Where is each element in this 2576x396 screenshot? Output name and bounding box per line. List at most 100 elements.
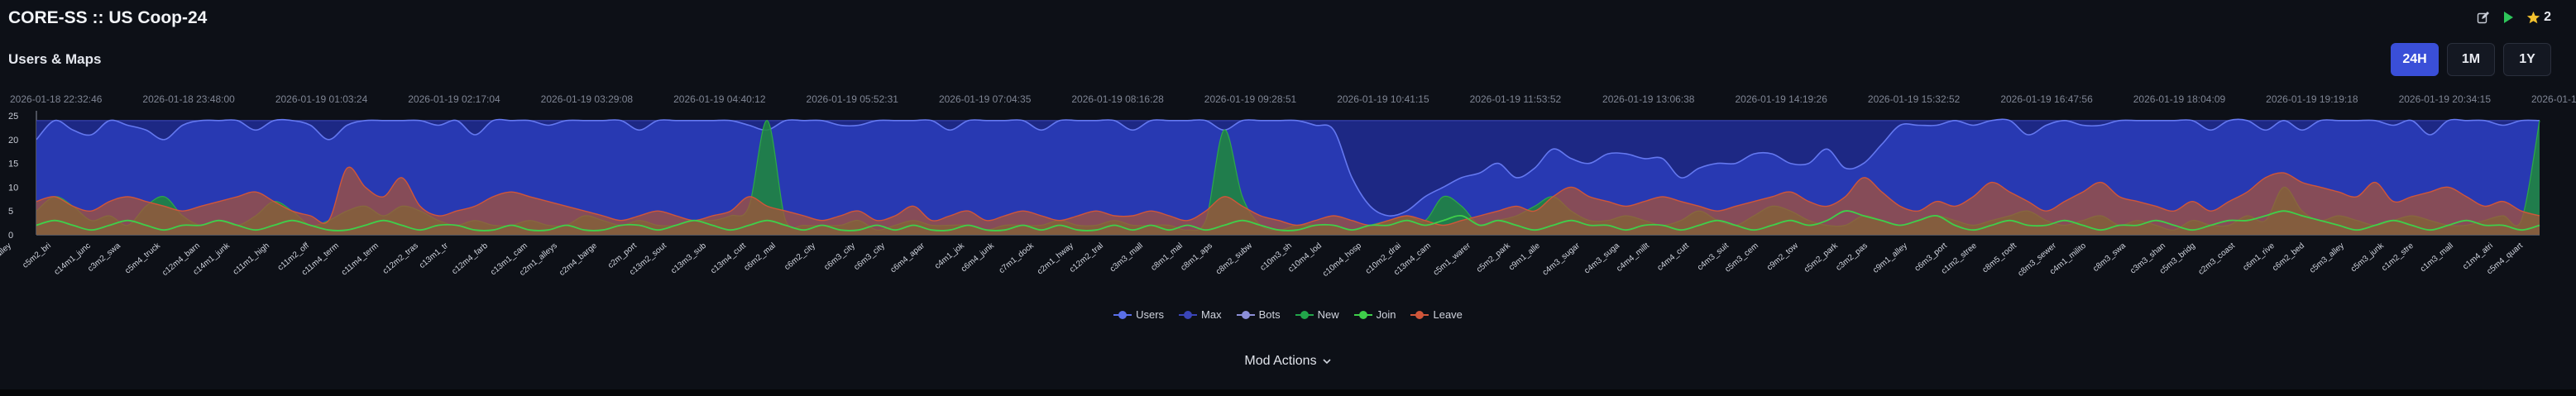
map-label: c14m1_junc xyxy=(53,241,93,277)
map-label: c5m1_alley xyxy=(0,241,13,275)
legend-bots[interactable]: Bots xyxy=(1236,308,1281,321)
legend-leave-label: Leave xyxy=(1433,308,1463,321)
time-label: 2026-01-19 01:03:24 xyxy=(275,93,368,105)
favorite-button[interactable]: 2 xyxy=(2526,10,2551,25)
map-label: c5m3_alley xyxy=(2308,241,2346,275)
star-icon xyxy=(2526,11,2540,23)
time-label: 2026-01-19 11:53:52 xyxy=(1470,93,1562,105)
map-label: c6m2_city xyxy=(783,241,817,272)
map-label: c8m1_mal xyxy=(1150,241,1185,273)
map-label: c2m3_coast xyxy=(2197,241,2238,277)
map-label: c6m3_city xyxy=(852,241,887,272)
map-label: c3m2_swa xyxy=(86,241,122,274)
map-label: c4m4_millt xyxy=(1615,241,1651,274)
y-tick-label: 25 xyxy=(8,112,18,122)
map-label: c5m2_bri xyxy=(21,241,53,270)
time-label: 2026-01-19 19:19:18 xyxy=(2266,93,2358,105)
map-label: c13m1_tr xyxy=(418,241,451,270)
time-label: 2026-01-19 14:19:26 xyxy=(1735,93,1827,105)
range-24h-button[interactable]: 24H xyxy=(2391,43,2439,76)
map-label: c6m4_apar xyxy=(889,241,927,274)
map-label: c8m5_rooft xyxy=(1981,241,2019,275)
range-1y-button[interactable]: 1Y xyxy=(2503,43,2551,76)
map-label: c8m2_subw xyxy=(1214,241,1255,276)
map-label: c6m2_bed xyxy=(2271,241,2306,273)
map-label: c10m4_lod xyxy=(1286,241,1324,274)
map-label: c8m1_aps xyxy=(1180,241,1214,273)
range-1m-button[interactable]: 1M xyxy=(2447,43,2495,76)
users-maps-chart[interactable]: 2026-01-18 22:32:46 2026-01-18 23:48:00 20… xyxy=(0,89,2576,313)
map-label: c5m2_park xyxy=(1803,241,1841,274)
map-label: c11m1_high xyxy=(232,241,271,277)
server-header: CORE-SS :: US Coop-24 xyxy=(8,8,207,28)
map-label: c11m4_term xyxy=(340,241,381,278)
map-label: c6m2_mal xyxy=(743,241,778,273)
y-tick-label: 20 xyxy=(8,136,18,146)
section-title: Users & Maps xyxy=(8,51,102,67)
play-icon[interactable] xyxy=(2502,11,2515,24)
legend-users[interactable]: Users xyxy=(1113,308,1164,321)
chevron-down-icon xyxy=(1323,359,1331,365)
time-label: 2026-01-19 15:32:52 xyxy=(1868,93,1961,105)
legend-users-label: Users xyxy=(1136,308,1165,321)
map-label: c6m4_junk xyxy=(960,241,997,274)
bottom-bar xyxy=(0,389,2576,396)
time-label: 2026-01-19 05:52:31 xyxy=(807,93,899,105)
map-label: c13m3_sub xyxy=(669,241,708,276)
map-label: c4m3_suga xyxy=(1582,241,1621,276)
map-label: c1m3_mall xyxy=(2419,241,2455,274)
time-label: 2026-01-19 13:06:38 xyxy=(1602,93,1695,105)
time-label: 2026-01-19 08:16:28 xyxy=(1071,93,1164,105)
map-label: c5m4_truck xyxy=(123,241,162,275)
chart-legend: Users Max Bots New Join Leave xyxy=(0,308,2576,321)
map-label: c8m3_swa xyxy=(2091,241,2128,274)
map-label: c9m1_alley xyxy=(1871,241,1909,275)
map-label: c12m2_tras xyxy=(381,241,420,276)
mod-actions-toggle[interactable]: Mod Actions xyxy=(1244,354,1331,369)
time-label: 2026-01-19 20:34:15 xyxy=(2399,93,2492,105)
time-label: 2026-01-19 09:28:51 xyxy=(1204,93,1297,105)
legend-leave[interactable]: Leave xyxy=(1410,308,1463,321)
map-label: c5m2_park xyxy=(1475,241,1513,274)
legend-max[interactable]: Max xyxy=(1179,308,1222,321)
legend-new[interactable]: New xyxy=(1295,308,1339,321)
series-leave-area xyxy=(36,167,2540,235)
map-label: c9m1_alle xyxy=(1507,241,1542,273)
map-label: c3m2_pas xyxy=(1835,241,1870,273)
time-label: 2026-01-19 10:41:15 xyxy=(1337,93,1429,105)
map-label: c3m3_mall xyxy=(1108,241,1145,274)
server-title: CORE-SS :: US Coop-24 xyxy=(8,8,208,27)
map-label: c2m4_barge xyxy=(558,241,599,278)
star-count: 2 xyxy=(2544,10,2551,24)
y-tick-label: 10 xyxy=(8,183,18,193)
map-label: c9m2_tow xyxy=(1765,241,1801,272)
map-label: c4m4_cutt xyxy=(1656,241,1692,273)
map-label: c10m4_hosp xyxy=(1321,241,1363,279)
legend-join[interactable]: Join xyxy=(1353,308,1396,321)
series-users-line xyxy=(36,118,2540,217)
y-tick-label: 0 xyxy=(8,231,13,241)
map-label: c4m3_sugar xyxy=(1541,241,1582,277)
time-range-selector: 24H 1M 1Y xyxy=(2391,43,2551,76)
mod-actions-label: Mod Actions xyxy=(1244,354,1317,368)
map-label: c5m1_warer xyxy=(1432,241,1473,277)
time-label: 2026-01-19 03:29:08 xyxy=(541,93,634,105)
y-tick-label: 5 xyxy=(8,207,13,217)
legend-join-label: Join xyxy=(1376,308,1396,321)
series-users-area xyxy=(36,119,2540,235)
mod-actions: Mod Actions xyxy=(0,354,2576,369)
time-label: 2026-01-18 22:32:46 xyxy=(10,93,103,105)
top-actions: 2 xyxy=(2477,10,2551,25)
legend-max-label: Max xyxy=(1201,308,1222,321)
map-label: c6m3_city xyxy=(822,241,857,272)
y-tick-label: 15 xyxy=(8,160,18,169)
time-label: 2026-01-19 21:49: xyxy=(2531,93,2576,105)
edit-icon[interactable] xyxy=(2477,11,2490,24)
time-label: 2026-01-19 04:40:12 xyxy=(673,93,766,105)
map-label: c5m3_cem xyxy=(1723,241,1760,274)
legend-new-label: New xyxy=(1317,308,1339,321)
map-label: c12m4_farb xyxy=(450,241,490,277)
map-label: c2m1_hway xyxy=(1036,241,1075,277)
legend-bots-label: Bots xyxy=(1258,308,1281,321)
time-label: 2026-01-18 23:48:00 xyxy=(142,93,235,105)
